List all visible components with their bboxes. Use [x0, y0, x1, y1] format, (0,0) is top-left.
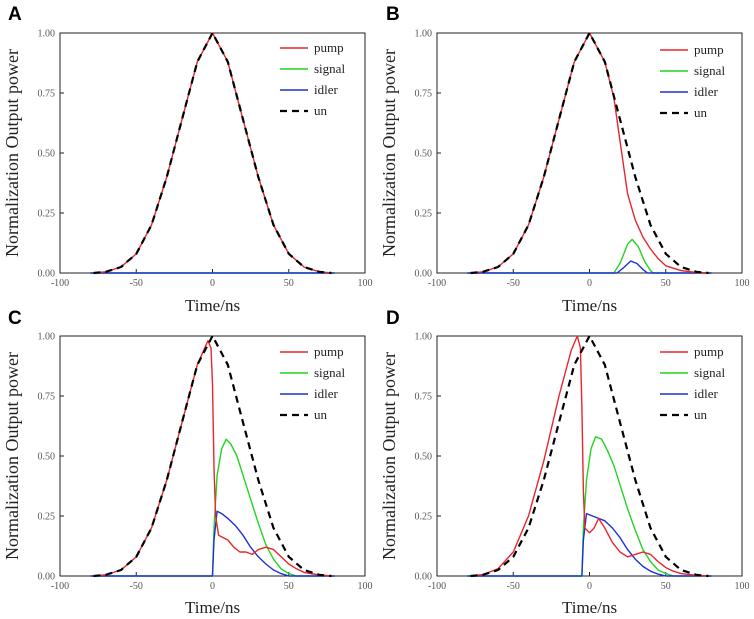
legend-label-signal: signal: [694, 63, 725, 78]
legend-label-idler: idler: [314, 82, 338, 97]
x-tick-label: -100: [428, 581, 446, 592]
legend-label-un: un: [694, 407, 708, 422]
y-tick-label: 0.75: [415, 392, 433, 403]
y-tick-label: 0.25: [38, 512, 56, 523]
y-tick-label: 0.25: [38, 209, 56, 220]
series-line-pump: [470, 32, 709, 274]
panel-d: D 0.00 0.25 0.50 0.75 1.00 -100 -50 0 50 100 Normal…: [379, 308, 750, 617]
series-line-signal: [467, 436, 712, 577]
series-line-idler: [90, 510, 335, 577]
x-tick-label: 100: [358, 278, 373, 289]
series-line-un: [470, 334, 709, 578]
x-tick-label: 0: [587, 581, 592, 592]
y-tick-label: 0.00: [38, 572, 56, 583]
legend-label-signal: signal: [694, 365, 725, 380]
legend-label-un: un: [314, 103, 328, 118]
y-tick-label: 0.25: [415, 209, 433, 220]
x-axis-label: Time/ns: [562, 598, 617, 617]
x-axis-label: Time/ns: [185, 296, 240, 315]
y-axis-label: Normalization Output power: [379, 352, 399, 560]
panel-b: B 0.00 0.25 0.50 0.75 1.00 -100 -50 0 50 100 Normal…: [379, 4, 750, 315]
y-tick-label: 0.25: [415, 512, 433, 523]
legend-label-idler: idler: [314, 386, 338, 401]
x-tick-label: 0: [210, 278, 215, 289]
x-tick-label: 100: [735, 581, 750, 592]
series-line-un: [93, 334, 332, 578]
x-tick-label: -100: [51, 581, 69, 592]
x-tick-label: 100: [358, 581, 373, 592]
x-tick-label: 50: [661, 278, 671, 289]
series-line-un: [93, 31, 332, 275]
y-axis-label: Normalization Output power: [2, 49, 22, 257]
y-tick-label: 0.50: [415, 452, 433, 463]
x-tick-label: -50: [507, 581, 520, 592]
panel-a: A 0.00 0.25 0.50 0.75 1.00 -100 -50 0 50 100 Normal…: [2, 4, 373, 315]
legend: pump signal idler un: [280, 344, 345, 422]
y-axis-label: Normalization Output power: [2, 352, 22, 560]
series-line-idler: [467, 512, 712, 577]
x-axis-label: Time/ns: [185, 598, 240, 617]
y-tick-label: 1.00: [415, 29, 433, 40]
legend-label-idler: idler: [694, 386, 718, 401]
y-tick-label: 1.00: [38, 332, 56, 343]
legend-label-pump: pump: [694, 344, 724, 359]
y-tick-label: 0.50: [38, 149, 56, 160]
series-line-pump: [93, 340, 332, 577]
legend: pump signal idler un: [660, 42, 725, 120]
x-tick-label: -50: [130, 278, 143, 289]
panel-c: C 0.00 0.25 0.50 0.75 1.00 -100 -50 0 50 100 Normal…: [2, 308, 373, 617]
legend-label-signal: signal: [314, 365, 345, 380]
x-tick-label: -100: [428, 278, 446, 289]
y-tick-label: 0.00: [415, 572, 433, 583]
legend: pump signal idler un: [660, 344, 725, 422]
y-axis-label: Normalization Output power: [379, 49, 399, 257]
panel-letter: A: [8, 4, 22, 25]
y-tick-label: 0.75: [415, 89, 433, 100]
y-tick-label: 0.00: [38, 269, 56, 280]
legend-label-pump: pump: [314, 40, 344, 55]
panel-letter: C: [8, 308, 22, 329]
x-tick-label: 0: [210, 581, 215, 592]
y-tick-label: 0.50: [38, 452, 56, 463]
y-tick-label: 1.00: [38, 29, 56, 40]
legend-label-un: un: [694, 105, 708, 120]
y-tick-label: 0.75: [38, 89, 56, 100]
legend-label-pump: pump: [314, 344, 344, 359]
y-tick-label: 0.50: [415, 149, 433, 160]
legend: pump signal idler un: [280, 40, 345, 118]
legend-label-pump: pump: [694, 42, 724, 57]
series-line-idler: [467, 260, 712, 274]
legend-label-idler: idler: [694, 84, 718, 99]
x-tick-label: -100: [51, 278, 69, 289]
series-line-un: [470, 31, 709, 275]
series-line-signal: [467, 238, 712, 274]
x-tick-label: -50: [507, 278, 520, 289]
panel-letter: B: [386, 4, 400, 25]
legend-label-signal: signal: [314, 61, 345, 76]
x-tick-label: 50: [284, 581, 294, 592]
y-tick-label: 0.00: [415, 269, 433, 280]
x-axis-label: Time/ns: [562, 296, 617, 315]
x-tick-label: 100: [735, 278, 750, 289]
y-tick-label: 0.75: [38, 392, 56, 403]
x-tick-label: 50: [661, 581, 671, 592]
series-line-pump: [470, 335, 709, 577]
y-tick-label: 1.00: [415, 332, 433, 343]
x-tick-label: 50: [284, 278, 294, 289]
x-tick-label: 0: [587, 278, 592, 289]
series-line-signal: [90, 438, 335, 577]
legend-label-un: un: [314, 407, 328, 422]
x-tick-label: -50: [130, 581, 143, 592]
panel-letter: D: [386, 308, 400, 329]
